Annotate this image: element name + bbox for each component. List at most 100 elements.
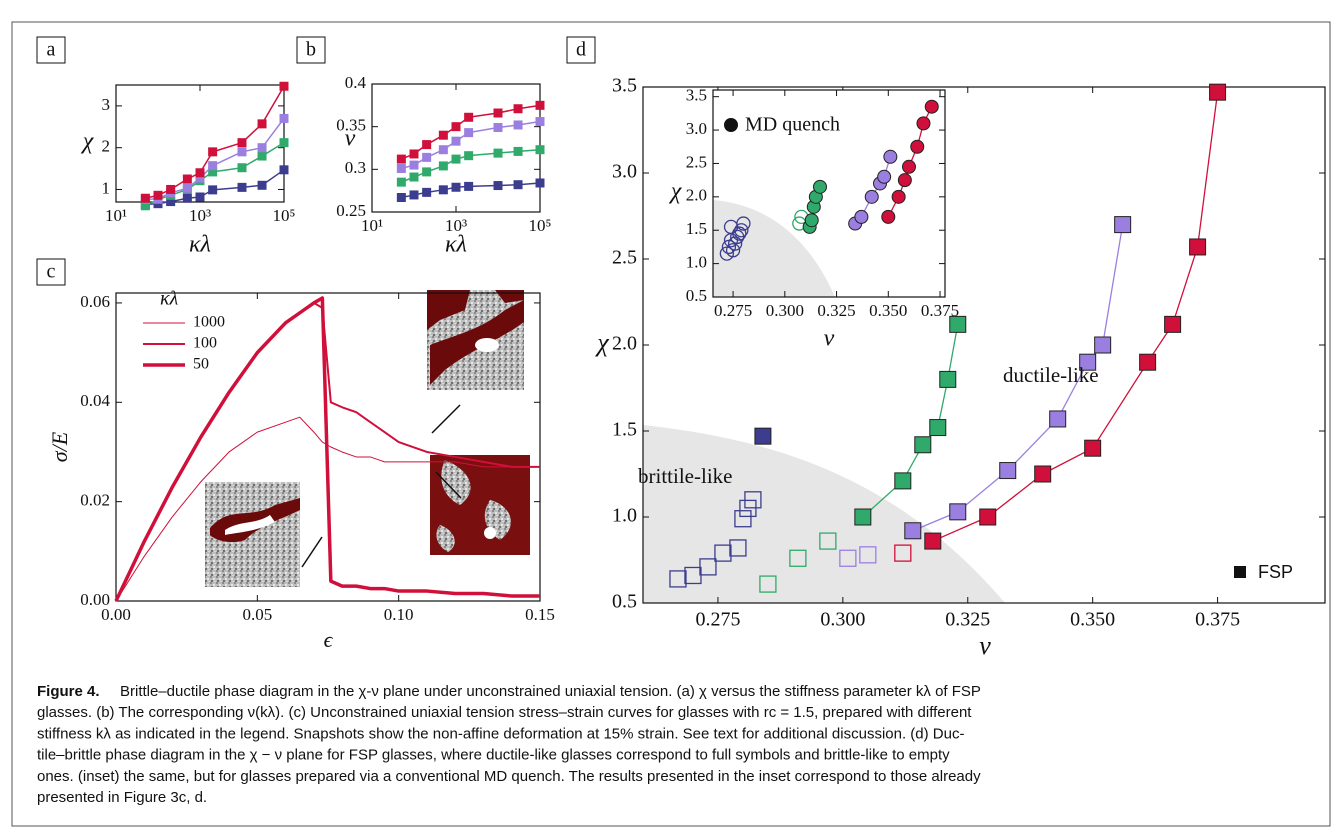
point — [855, 509, 871, 525]
series-line — [1103, 225, 1123, 345]
point — [397, 193, 405, 201]
point — [494, 109, 502, 117]
y-tick-label: 0.25 — [336, 201, 366, 220]
point — [238, 183, 246, 191]
point — [258, 152, 266, 160]
point — [465, 152, 473, 160]
point — [183, 194, 191, 202]
y-tick-label: 0.5 — [686, 286, 707, 305]
y-tick-label: 1.0 — [686, 253, 707, 272]
point — [397, 164, 405, 172]
x-tick-label: 0.325 — [817, 301, 855, 320]
point — [258, 144, 266, 152]
point — [238, 139, 246, 147]
point — [423, 168, 431, 176]
point — [280, 114, 288, 122]
snapshots — [205, 290, 530, 587]
point — [514, 147, 522, 155]
point — [410, 191, 418, 199]
point — [514, 121, 522, 129]
snapshot-pointer — [432, 405, 460, 433]
x-axis-label: κλ — [445, 232, 467, 258]
y-tick-label: 0.4 — [345, 73, 367, 92]
point — [536, 146, 544, 154]
point — [1190, 239, 1206, 255]
y-tick-label: 2.5 — [612, 247, 637, 269]
point — [238, 148, 246, 156]
y-tick-label: 0.5 — [612, 591, 637, 613]
caption-label: Figure 4. — [37, 683, 100, 700]
point — [183, 184, 191, 192]
point — [452, 137, 460, 145]
panel-a: 10¹10³10⁵123κλχa — [37, 37, 296, 258]
y-tick-label: 0.00 — [80, 590, 110, 609]
series-line — [1173, 247, 1198, 324]
snapshot-void — [484, 527, 496, 539]
y-tick-label: 2.0 — [612, 333, 637, 355]
y-axis-label: ν — [345, 126, 356, 152]
series-line — [1093, 362, 1148, 448]
legend-label: 50 — [193, 356, 209, 373]
point — [930, 420, 946, 436]
y-tick-label: 3.0 — [686, 119, 707, 138]
x-tick-label: 0.275 — [695, 609, 740, 631]
x-tick-label: 10³ — [189, 206, 211, 225]
y-tick-label: 3 — [102, 95, 111, 114]
point — [805, 214, 818, 227]
caption-line: Brittle–ductile phase diagram in the χ-ν… — [120, 683, 981, 700]
point — [1035, 466, 1051, 482]
point — [410, 173, 418, 181]
point — [950, 504, 966, 520]
point — [915, 437, 931, 453]
point — [925, 100, 938, 113]
point — [980, 509, 996, 525]
point — [925, 533, 941, 549]
x-tick-label: 10⁵ — [529, 216, 552, 235]
x-tick-label: 0.350 — [869, 301, 907, 320]
caption-line: glasses. (b) The corresponding ν(kλ). (c… — [37, 704, 972, 721]
point — [452, 155, 460, 163]
panel-label: c — [47, 261, 56, 283]
caption: Figure 4. Brittle–ductile phase diagram i… — [37, 683, 981, 806]
point — [410, 150, 418, 158]
y-axis-label: χ — [594, 328, 609, 357]
x-tick-label: 0.325 — [945, 609, 990, 631]
point — [465, 129, 473, 137]
y-tick-label: 3.5 — [686, 86, 707, 105]
x-tick-label: 0.10 — [384, 605, 414, 624]
y-axis-label: σ/E — [47, 431, 72, 462]
legend-title: κλ — [160, 288, 179, 310]
x-tick-label: 0.375 — [1195, 609, 1240, 631]
point — [494, 182, 502, 190]
panel-label: d — [576, 39, 586, 61]
point — [536, 179, 544, 187]
point — [1095, 337, 1111, 353]
point — [423, 188, 431, 196]
point — [238, 164, 246, 172]
legend-swatch — [724, 118, 738, 132]
point — [423, 153, 431, 161]
annotation: brittile-like — [638, 464, 732, 488]
legend-label: 1000 — [193, 314, 225, 331]
point — [258, 181, 266, 189]
point — [439, 131, 447, 139]
point — [917, 117, 930, 130]
y-tick-label: 0.3 — [345, 158, 366, 177]
point — [514, 181, 522, 189]
point — [183, 175, 191, 183]
point — [423, 141, 431, 149]
caption-line: stiffness kλ as indicated in the legend.… — [37, 725, 964, 742]
point — [154, 191, 162, 199]
point — [280, 82, 288, 90]
y-axis-label: χ — [81, 129, 95, 155]
figure: 10¹10³10⁵123κλχa 10¹10³10⁵0.250.30.350.4… — [0, 0, 1341, 836]
point — [439, 186, 447, 194]
point — [865, 190, 878, 203]
caption-line: ones. (inset) the same, but for glasses … — [37, 768, 981, 785]
point — [397, 178, 405, 186]
point — [1210, 84, 1226, 100]
panel-label: b — [306, 39, 316, 61]
legend-swatch — [1234, 566, 1246, 578]
legend-label: 100 — [193, 335, 217, 352]
